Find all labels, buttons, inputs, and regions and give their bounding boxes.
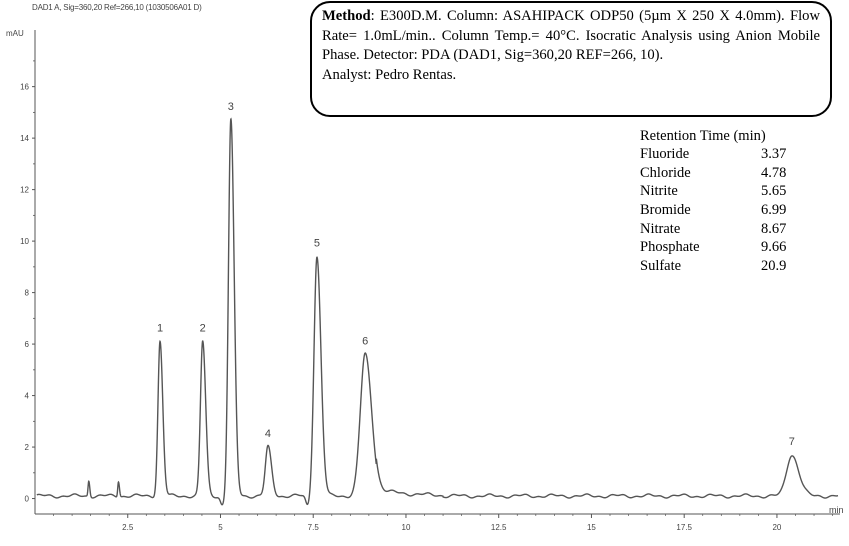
x-axis-unit-label: min — [829, 505, 844, 515]
peak-label: 6 — [362, 335, 368, 347]
peak-label: 1 — [157, 323, 163, 335]
retention-value: 8.67 — [761, 220, 787, 237]
analyte-name: Nitrate — [640, 220, 681, 237]
retention-row: Phosphate 9.66 — [640, 238, 786, 257]
retention-row: Bromide 6.99 — [640, 201, 786, 220]
method-text: : E300D.M. Column: ASAHIPACK ODP50 (5µm … — [322, 8, 820, 63]
retention-row: Nitrite 5.65 — [640, 182, 786, 201]
peak-label: 3 — [228, 101, 234, 113]
x-tick-label: 5 — [218, 523, 223, 532]
retention-value: 9.66 — [761, 239, 787, 256]
retention-row: Chloride 4.78 — [640, 164, 786, 183]
x-tick-label: 2.5 — [122, 523, 134, 532]
retention-value: 3.37 — [761, 146, 787, 162]
signal-header-label: DAD1 A, Sig=360,20 Ref=266,10 (1030506A0… — [32, 3, 202, 12]
tick-marks — [32, 60, 833, 518]
x-tick-label: 17.5 — [676, 523, 692, 532]
retention-table-title: Retention Time (min) — [640, 128, 766, 144]
y-tick-label: 12 — [20, 186, 29, 195]
y-tick-label: 0 — [25, 495, 30, 504]
analyte-name: Nitrite — [640, 183, 678, 200]
axes — [34, 30, 840, 515]
peak-label: 4 — [265, 428, 271, 440]
y-axis-unit-label: mAU — [6, 29, 24, 38]
x-tick-label: 10 — [402, 523, 411, 532]
peak-label: 7 — [789, 436, 795, 448]
chromatogram-trace — [36, 117, 839, 506]
retention-value: 6.99 — [761, 202, 787, 219]
analyte-name: Sulfate — [640, 258, 682, 275]
retention-time-table: Retention Time (min) Fluoride 3.37 Chlori… — [640, 127, 786, 276]
peak-label: 5 — [314, 238, 320, 250]
analyte-name: Bromide — [640, 202, 691, 219]
method-info-box: Method: E300D.M. Column: ASAHIPACK ODP50… — [310, 1, 832, 117]
x-tick-label: 12.5 — [491, 523, 507, 532]
y-tick-label: 16 — [20, 83, 29, 92]
y-tick-label: 14 — [20, 134, 29, 143]
retention-row: Fluoride 3.37 — [640, 145, 786, 164]
retention-value: 20.9 — [761, 258, 787, 275]
retention-value: 5.65 — [761, 183, 787, 200]
x-tick-label: 20 — [772, 523, 781, 532]
retention-row: Sulfate 20.9 — [640, 257, 786, 276]
method-label: Method — [322, 8, 371, 24]
y-tick-label: 8 — [25, 289, 30, 298]
retention-row: Nitrate 8.67 — [640, 220, 786, 239]
y-tick-label: 2 — [25, 443, 30, 452]
peak-labels: 1 2 3 4 5 6 7 — [157, 101, 795, 448]
analyte-name: Chloride — [640, 164, 691, 181]
analyst-text: Analyst: Pedro Rentas. — [322, 66, 457, 83]
y-tick-label: 10 — [20, 237, 29, 246]
x-tick-label: 7.5 — [308, 523, 320, 532]
peak-label: 2 — [200, 323, 206, 335]
y-tick-label: 6 — [25, 340, 30, 349]
retention-value: 4.78 — [761, 164, 787, 181]
analyte-name: Phosphate — [640, 239, 700, 256]
analyte-name: Fluoride — [640, 146, 690, 162]
y-tick-label: 4 — [25, 392, 30, 401]
x-tick-label: 15 — [587, 523, 596, 532]
